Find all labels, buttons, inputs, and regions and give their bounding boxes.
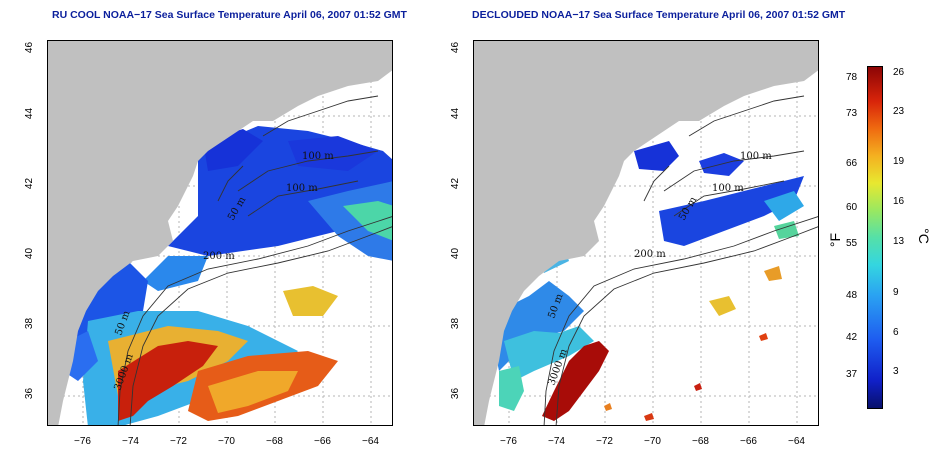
left-x-tick-64: −64 bbox=[362, 436, 379, 447]
contour-label-100m-a: 100 m bbox=[302, 151, 334, 162]
bathymetry-contours bbox=[117, 95, 392, 425]
colorbar-c-3: 3 bbox=[893, 366, 899, 377]
left-y-tick-46: 46 bbox=[24, 41, 36, 54]
left-map-title: RU COOL NOAA−17 Sea Surface Temperature … bbox=[52, 9, 407, 21]
colorbar-f-48: 48 bbox=[846, 290, 858, 301]
left-y-tick-36: 36 bbox=[24, 387, 36, 400]
right-y-tick-36: 36 bbox=[450, 387, 462, 400]
right-y-tick-44: 44 bbox=[450, 107, 462, 120]
colorbar-f-42: 42 bbox=[846, 332, 858, 343]
celsius-unit-label: °C bbox=[915, 228, 932, 244]
right-x-tick-72: −72 bbox=[596, 436, 613, 447]
right-x-tick-70: −70 bbox=[644, 436, 661, 447]
colorbar-c-6: 6 bbox=[893, 327, 899, 338]
right-y-tick-38: 38 bbox=[450, 317, 462, 330]
land-mass bbox=[474, 41, 818, 425]
colorbar-c-9: 9 bbox=[893, 287, 899, 298]
map-grid bbox=[474, 41, 818, 425]
colorbar-f-60: 60 bbox=[846, 202, 858, 213]
left-y-tick-44: 44 bbox=[24, 107, 36, 120]
colorbar-c-16: 16 bbox=[893, 196, 905, 207]
left-y-tick-38: 38 bbox=[24, 317, 36, 330]
left-sst-map[interactable]: 100 m 100 m 50 m 200 m 50 m 3000 m bbox=[47, 40, 393, 426]
fahrenheit-unit-label: °F bbox=[827, 232, 844, 248]
contour-label-200m: 200 m bbox=[634, 249, 666, 260]
left-x-tick-68: −68 bbox=[266, 436, 283, 447]
left-x-tick-70: −70 bbox=[218, 436, 235, 447]
colorbar-f-55: 55 bbox=[846, 238, 858, 249]
colorbar-f-37: 37 bbox=[846, 369, 858, 380]
colorbar-c-23: 23 bbox=[893, 106, 905, 117]
left-map-canvas: 100 m 100 m 50 m 200 m 50 m 3000 m bbox=[48, 41, 392, 425]
right-x-tick-68: −68 bbox=[692, 436, 709, 447]
colorbar-c-19: 19 bbox=[893, 156, 905, 167]
right-x-tick-66: −66 bbox=[740, 436, 757, 447]
left-x-tick-66: −66 bbox=[314, 436, 331, 447]
left-x-tick-72: −72 bbox=[170, 436, 187, 447]
colorbar-f-73: 73 bbox=[846, 108, 858, 119]
right-x-tick-64: −64 bbox=[788, 436, 805, 447]
sst-data bbox=[63, 126, 392, 425]
contour-label-100m-b: 100 m bbox=[712, 183, 744, 194]
contour-label-100m-b: 100 m bbox=[286, 183, 318, 194]
colorbar-c-13: 13 bbox=[893, 236, 905, 247]
contour-label-100m-a: 100 m bbox=[740, 151, 772, 162]
right-sst-map[interactable]: 100 m 100 m 50 m 200 m 50 m 3000 m bbox=[473, 40, 819, 426]
colorbar-c-26: 26 bbox=[893, 67, 905, 78]
land-mass bbox=[48, 41, 392, 425]
right-map-canvas: 100 m 100 m 50 m 200 m 50 m 3000 m bbox=[474, 41, 818, 425]
left-y-tick-40: 40 bbox=[24, 247, 36, 260]
colorbar-f-66: 66 bbox=[846, 158, 858, 169]
right-y-tick-46: 46 bbox=[450, 41, 462, 54]
right-x-tick-74: −74 bbox=[548, 436, 565, 447]
left-y-tick-42: 42 bbox=[24, 177, 36, 190]
bathymetry-contours bbox=[543, 95, 818, 425]
contour-label-200m: 200 m bbox=[203, 251, 235, 262]
left-x-tick-74: −74 bbox=[122, 436, 139, 447]
right-y-tick-42: 42 bbox=[450, 177, 462, 190]
right-x-tick-76: −76 bbox=[500, 436, 517, 447]
left-x-tick-76: −76 bbox=[74, 436, 91, 447]
colorbar-f-78: 78 bbox=[846, 72, 858, 83]
right-map-title: DECLOUDED NOAA−17 Sea Surface Temperatur… bbox=[472, 9, 846, 21]
right-y-tick-40: 40 bbox=[450, 247, 462, 260]
temperature-colorbar bbox=[867, 66, 883, 409]
